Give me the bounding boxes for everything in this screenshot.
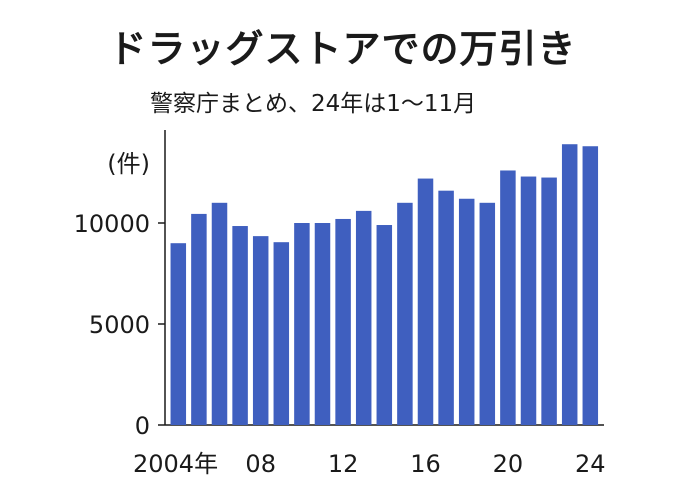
bar-2012	[335, 218, 351, 425]
bar-2021	[520, 176, 537, 425]
bar-2016	[417, 178, 434, 425]
y-axis-unit-label: (件)	[107, 150, 150, 178]
y-tick-label: 5000	[89, 311, 150, 339]
bar-2015	[397, 202, 413, 425]
bar-2009	[273, 242, 290, 425]
bar-2013	[355, 210, 372, 425]
bar-2011	[314, 223, 331, 425]
x-tick-label: 20	[493, 450, 524, 478]
bar-2004	[170, 243, 187, 425]
y-tick-label: 0	[135, 412, 150, 440]
bar-2014	[376, 225, 393, 425]
chart-subtitle: 警察庁まとめ、24年は1～11月	[150, 91, 477, 117]
bar-2008	[252, 236, 269, 425]
bar-2005	[191, 213, 207, 425]
bar-2020	[500, 170, 516, 425]
bar-2022	[541, 177, 557, 425]
bar-2007	[232, 226, 248, 425]
bar-2023	[561, 144, 578, 425]
x-tick-label: 2004年	[133, 450, 218, 478]
x-tick-label: 16	[410, 450, 441, 478]
y-tick-label: 10000	[74, 210, 150, 238]
bar-2024	[582, 146, 599, 426]
bar-2017	[438, 190, 454, 425]
chart-title: ドラッグストアでの万引き	[108, 27, 577, 71]
x-tick-label: 24	[575, 450, 606, 478]
x-tick-label: 12	[328, 450, 359, 478]
bar-2010	[294, 223, 310, 425]
bar-2018	[458, 198, 475, 425]
bar-2006	[211, 202, 228, 425]
x-tick-label: 08	[245, 450, 276, 478]
bar-2019	[479, 202, 496, 425]
